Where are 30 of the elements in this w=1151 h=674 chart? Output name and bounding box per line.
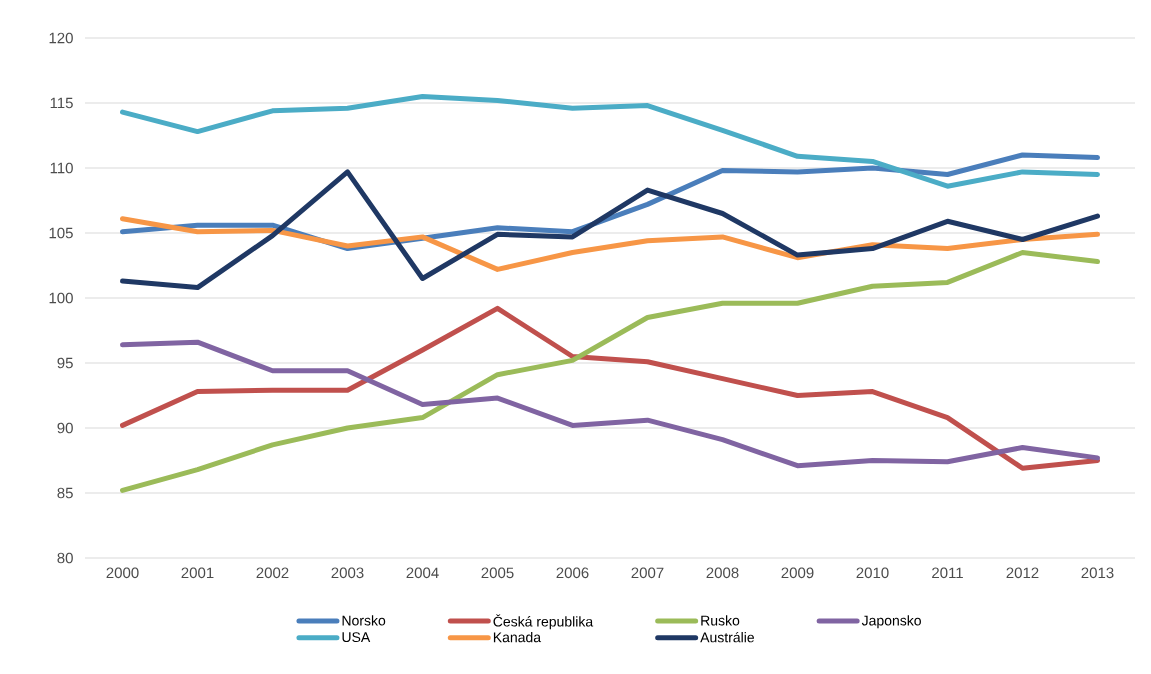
y-tick-label: 105	[49, 227, 73, 239]
y-tick-label: 80	[57, 552, 73, 564]
y-tick-label: 115	[50, 97, 73, 109]
x-tick-label: 2007	[631, 567, 664, 579]
x-tick-label: 2002	[256, 567, 289, 579]
x-tick-label: 2003	[331, 567, 364, 579]
legend-label: Japonsko	[861, 615, 921, 629]
y-tick-label: 85	[57, 487, 73, 499]
x-tick-label: 2011	[932, 567, 963, 579]
x-tick-label: 2010	[856, 567, 889, 579]
x-tick-label: 2009	[781, 567, 814, 579]
y-tick-label: 120	[49, 32, 73, 44]
x-tick-label: 2005	[481, 567, 514, 579]
x-tick-label: 2004	[406, 567, 439, 579]
x-tick-label: 2001	[181, 567, 214, 579]
y-tick-label: 95	[57, 357, 73, 369]
legend-label: Kanada	[493, 632, 542, 643]
legend-label: Rusko	[701, 615, 740, 626]
x-tick-label: 2012	[1006, 567, 1039, 579]
x-tick-label: 2008	[706, 567, 739, 579]
legend-label: Česká republika	[493, 614, 594, 630]
x-tick-label: 2000	[106, 567, 139, 579]
x-tick-label: 2013	[1081, 567, 1114, 579]
y-tick-label: 110	[50, 162, 73, 174]
legend-label: Austrálie	[700, 631, 755, 643]
x-tick-label: 2006	[556, 567, 589, 579]
legend-label: USA	[342, 632, 371, 643]
y-tick-label: 90	[57, 422, 73, 434]
y-tick-label: 100	[49, 292, 73, 304]
legend-label: Norsko	[342, 615, 386, 626]
